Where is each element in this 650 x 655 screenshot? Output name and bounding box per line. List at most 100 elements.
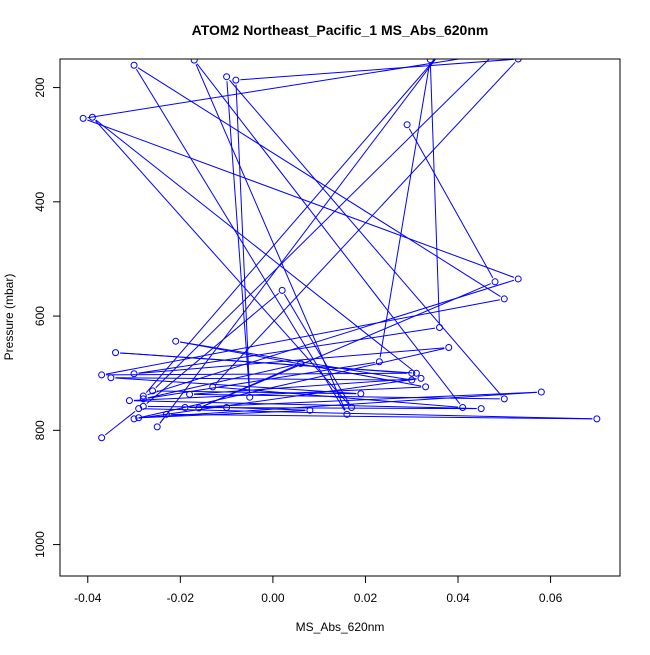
series-segment <box>231 407 306 411</box>
data-point <box>223 73 231 81</box>
series-segment <box>155 59 490 389</box>
series-segment <box>104 411 136 436</box>
y-tick-label: 800 <box>33 420 47 440</box>
data-point <box>422 383 430 391</box>
x-tick-label: -0.04 <box>74 591 102 605</box>
data-point <box>107 374 115 382</box>
series-segment <box>138 378 417 419</box>
series-segment <box>95 120 349 405</box>
data-point <box>139 395 147 403</box>
series-segment <box>87 59 463 119</box>
data-point <box>139 392 147 400</box>
series-segment <box>95 119 414 371</box>
data-point <box>500 295 508 303</box>
y-tick-label: 600 <box>33 306 47 326</box>
data-point <box>149 387 157 395</box>
series-segment <box>195 64 346 411</box>
data-point <box>514 275 522 283</box>
series-segment <box>235 84 251 393</box>
x-tick-label: 0.04 <box>446 591 470 605</box>
series-segment <box>284 293 350 404</box>
x-tick-label: 0.00 <box>261 591 285 605</box>
data-point <box>246 393 254 401</box>
y-axis-label: Pressure (mbar) <box>2 274 16 361</box>
series-segment <box>429 64 440 324</box>
series-segment <box>147 363 297 399</box>
series-segment <box>180 341 422 387</box>
series-segment <box>194 378 417 395</box>
series-segment <box>229 79 502 396</box>
data-point <box>500 395 508 403</box>
series-segment <box>240 59 514 81</box>
series-segment <box>159 59 437 424</box>
x-axis-label: MS_Abs_620nm <box>296 620 385 634</box>
data-point <box>112 349 120 357</box>
series-segment <box>143 391 537 418</box>
data-point <box>98 371 106 379</box>
data-point <box>306 406 314 414</box>
x-tick-label: -0.02 <box>167 591 195 605</box>
data-point <box>357 390 365 398</box>
data-point <box>125 397 133 405</box>
data-point <box>181 403 189 411</box>
data-point <box>492 50 498 56</box>
data-point <box>130 415 138 423</box>
series-segment <box>137 67 501 297</box>
series-segment <box>138 347 445 419</box>
data-point <box>297 359 305 367</box>
data-point <box>417 374 425 382</box>
series-segment <box>135 68 346 411</box>
y-tick-label: 200 <box>33 77 47 97</box>
series-segment <box>194 393 500 400</box>
chart-title: ATOM2 Northeast_Pacific_1 MS_Abs_620nm <box>192 22 489 38</box>
series-segment <box>133 386 422 401</box>
data-point <box>232 76 240 84</box>
x-axis: -0.04 -0.02 0.00 0.02 0.04 0.06 <box>74 575 563 605</box>
data-point <box>223 403 231 411</box>
series-segment <box>379 63 430 358</box>
series-segment <box>143 410 306 419</box>
data-point <box>130 370 138 378</box>
y-tick-label: 400 <box>33 191 47 211</box>
series-segment <box>106 372 408 376</box>
data-point <box>88 113 96 121</box>
series-segment <box>202 283 492 407</box>
data-point <box>437 51 443 57</box>
data-point <box>408 369 416 377</box>
data-point <box>278 286 286 294</box>
data-point <box>514 59 522 63</box>
x-tick-label: 0.06 <box>539 591 563 605</box>
data-point <box>153 423 161 431</box>
data-point <box>209 383 217 391</box>
series-segment <box>143 408 593 420</box>
series-segment <box>170 413 593 420</box>
data-point <box>98 434 106 442</box>
data-point <box>593 415 601 423</box>
data-point <box>459 403 467 411</box>
series-segment <box>115 377 357 394</box>
data-point <box>135 414 143 422</box>
plot-area <box>79 50 601 442</box>
data-point <box>79 114 87 122</box>
data-point <box>426 59 434 64</box>
series-segment <box>115 377 408 381</box>
data-point <box>436 323 444 331</box>
y-axis: 200 400 600 800 1000 <box>33 77 61 558</box>
data-point <box>186 390 194 398</box>
data-point <box>537 388 545 396</box>
data-point <box>408 376 416 384</box>
x-tick-label: 0.02 <box>354 591 378 605</box>
data-point <box>162 410 170 418</box>
series-segment <box>215 61 516 384</box>
data-point <box>412 369 420 377</box>
data-point <box>491 278 499 286</box>
series-segment <box>133 400 477 410</box>
series-segment <box>145 59 436 393</box>
series-segment <box>226 81 250 393</box>
series-segment <box>138 347 445 374</box>
data-point <box>139 402 147 410</box>
series-segment <box>408 128 494 279</box>
data-point <box>375 358 383 366</box>
data-point <box>130 61 138 69</box>
